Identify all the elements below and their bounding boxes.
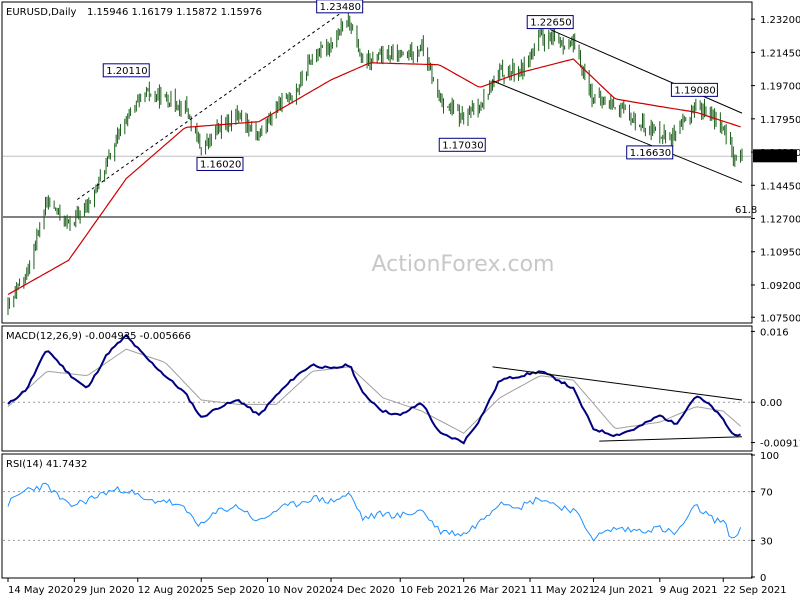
rsi-y-tick-label: 70 (760, 488, 773, 499)
price-annotation-label: 1.20110 (106, 66, 147, 77)
price-annotation-box (196, 156, 244, 171)
price-layer: 61.8 1.23480 1.22650 1.20110 1.19080 1.17030 1… (3, 0, 757, 316)
price-y-tick-label: 1.21450 (760, 48, 800, 59)
price-y-tick-label: 1.17950 (760, 115, 800, 126)
macd-upper-trendline (492, 366, 743, 401)
rsi-y-tick-label: 0 (760, 573, 766, 584)
price-y-tick-label: 1.23200 (760, 15, 800, 26)
price-annotation-box (626, 145, 674, 160)
price-annotation-label: 1.16020 (200, 159, 241, 170)
rsi-layer (3, 482, 751, 542)
rsi-line (7, 482, 742, 542)
x-tick-label: 10 Feb 2021 (400, 585, 462, 596)
rsi-y-tick-label: 100 (760, 451, 779, 462)
price-y-tick-label: 1.07500 (760, 313, 800, 324)
fib-61-8-label: 61.8 (735, 205, 757, 216)
x-tick-label: 24 Dec 2020 (331, 585, 395, 596)
current-price-label: 1.15976 (756, 151, 797, 162)
macd-signal-line (7, 348, 741, 434)
x-tick-label: 25 Sep 2020 (201, 585, 264, 596)
macd-main-line (7, 333, 741, 445)
x-tick-label: 10 Nov 2020 (268, 585, 332, 596)
price-symbol-title: EURUSD,Daily (6, 7, 77, 18)
rsi-y-tick-label: 30 (760, 536, 773, 547)
x-tick-label: 11 May 2021 (530, 585, 595, 596)
price-annotation-label: 1.16630 (630, 148, 671, 159)
price-annotation-label: 1.17030 (442, 140, 483, 151)
axis-layer: 1.232001.214501.197001.179501.162001.144… (7, 15, 800, 596)
price-annotation-box (670, 82, 718, 97)
price-ohlc-readout: 1.15946 1.16179 1.15872 1.15976 (87, 7, 262, 18)
current-price-box (753, 149, 797, 163)
macd-panel-frame (1, 325, 753, 452)
x-tick-label: 9 Aug 2021 (660, 585, 718, 596)
x-tick-label: 12 Aug 2020 (138, 585, 202, 596)
price-annotation-label: 1.23480 (320, 2, 361, 13)
x-tick-label: 14 May 2020 (8, 585, 73, 596)
price-y-tick-label: 1.14450 (760, 181, 800, 192)
price-annotation-box (102, 63, 150, 78)
price-y-tick-label: 1.19700 (760, 82, 800, 93)
watermark: ActionForex.com (372, 252, 555, 277)
price-annotation-label: 1.19080 (674, 85, 715, 96)
price-annotation-box (526, 15, 574, 30)
price-y-tick-label: 1.10950 (760, 248, 800, 259)
macd-y-tick-label: 0.00 (760, 398, 782, 409)
channel-lower-line (492, 80, 743, 183)
price-annotation-box (316, 0, 364, 14)
price-y-tick-label: 1.12700 (760, 215, 800, 226)
price-annotation-box (438, 137, 486, 152)
macd-layer (3, 333, 751, 445)
macd-title: MACD(12,26,9) -0.004935 -0.005666 (6, 331, 191, 342)
x-tick-label: 24 Jun 2021 (593, 585, 653, 596)
rsi-title: RSI(14) 41.7432 (6, 459, 87, 470)
macd-y-tick-label: -0.009116 (760, 439, 800, 450)
x-tick-label: 29 Jun 2020 (74, 585, 134, 596)
x-tick-label: 22 Sep 2021 (723, 585, 786, 596)
price-y-tick-label: 1.09200 (760, 281, 800, 292)
price-annotation-label: 1.22650 (530, 18, 571, 29)
macd-lower-trendline (599, 436, 743, 442)
x-tick-label: 26 Mar 2021 (464, 585, 527, 596)
channel-upper-line (550, 29, 743, 114)
macd-y-tick-label: 0.016 (760, 327, 789, 338)
moving-average-line (7, 58, 741, 296)
rsi-panel-frame (1, 453, 753, 579)
